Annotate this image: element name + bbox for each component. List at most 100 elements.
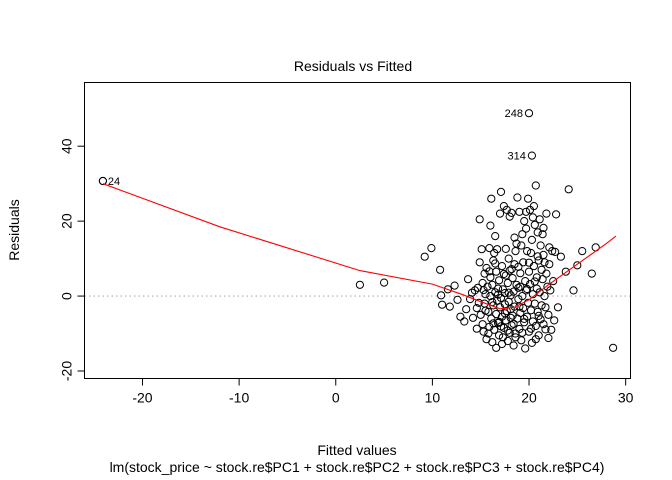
data-point bbox=[480, 269, 489, 278]
data-point bbox=[479, 286, 488, 295]
data-point bbox=[437, 291, 446, 300]
data-point bbox=[494, 290, 503, 299]
data-point bbox=[549, 277, 558, 286]
y-axis: -20 0 20 40 bbox=[59, 138, 85, 381]
data-point bbox=[420, 252, 429, 261]
data-point bbox=[500, 309, 509, 318]
data-point bbox=[519, 304, 528, 313]
data-point bbox=[517, 241, 526, 250]
data-point bbox=[531, 181, 540, 190]
x-tick-label: -20 bbox=[132, 390, 152, 406]
data-point bbox=[541, 303, 550, 312]
point-label: 24 bbox=[108, 176, 120, 188]
data-point bbox=[531, 335, 540, 344]
data-point bbox=[460, 317, 469, 326]
data-point bbox=[508, 274, 517, 283]
data-point bbox=[496, 322, 506, 331]
data-point bbox=[497, 339, 507, 349]
data-point bbox=[569, 286, 578, 295]
data-point bbox=[524, 194, 533, 203]
data-point bbox=[542, 269, 551, 278]
data-point bbox=[516, 308, 525, 317]
data-point bbox=[520, 314, 529, 323]
y-tick-label: 20 bbox=[59, 213, 75, 229]
data-point bbox=[501, 271, 510, 280]
data-point bbox=[504, 254, 513, 263]
data-point bbox=[541, 325, 550, 334]
point-label: 314 bbox=[508, 151, 526, 163]
data-point bbox=[502, 307, 511, 316]
data-point bbox=[464, 275, 473, 284]
y-tick-label: 0 bbox=[59, 292, 75, 300]
data-point bbox=[472, 304, 481, 313]
data-point bbox=[492, 267, 501, 276]
x-tick-label: 30 bbox=[618, 390, 634, 406]
y-tick-label: -20 bbox=[59, 361, 75, 381]
data-point bbox=[544, 333, 553, 343]
data-point bbox=[538, 275, 547, 284]
data-point bbox=[503, 326, 512, 335]
data-point bbox=[475, 215, 484, 224]
data-point bbox=[445, 302, 454, 311]
data-point bbox=[497, 262, 507, 271]
data-point bbox=[526, 248, 536, 258]
data-point bbox=[490, 325, 499, 334]
data-point bbox=[510, 302, 519, 311]
data-point bbox=[488, 338, 497, 347]
data-point bbox=[524, 109, 534, 118]
data-point bbox=[475, 258, 484, 267]
x-tick-label: 10 bbox=[425, 390, 441, 406]
smooth-line bbox=[102, 183, 617, 310]
data-point bbox=[553, 303, 563, 312]
data-point bbox=[427, 244, 436, 253]
data-point bbox=[492, 343, 501, 352]
data-point bbox=[505, 212, 514, 221]
y-axis-title: Residuals bbox=[6, 199, 22, 260]
data-point bbox=[495, 331, 504, 340]
data-point bbox=[509, 341, 518, 350]
data-point bbox=[355, 280, 364, 289]
data-point bbox=[538, 230, 547, 239]
data-point bbox=[525, 280, 535, 289]
data-point bbox=[551, 247, 560, 256]
data-point bbox=[453, 295, 462, 304]
data-point bbox=[533, 228, 542, 237]
data-point bbox=[534, 256, 543, 265]
data-point bbox=[501, 244, 510, 253]
data-point bbox=[486, 221, 495, 230]
data-point bbox=[523, 284, 532, 294]
data-point bbox=[489, 319, 498, 328]
x-axis-subtitle: lm(stock_price ~ stock.re$PC1 + stock.re… bbox=[110, 459, 605, 475]
data-point bbox=[561, 267, 570, 276]
y-tick-label: 40 bbox=[59, 138, 75, 154]
data-point bbox=[511, 247, 520, 256]
point-label: 248 bbox=[505, 108, 523, 120]
data-point bbox=[513, 193, 522, 202]
data-point bbox=[436, 265, 445, 274]
data-point bbox=[487, 194, 496, 203]
data-point bbox=[505, 328, 514, 337]
data-point bbox=[536, 241, 545, 250]
data-point bbox=[535, 215, 544, 224]
data-point bbox=[491, 259, 500, 268]
data-point bbox=[534, 311, 543, 320]
data-point bbox=[481, 290, 490, 299]
chart-title: Residuals vs Fitted bbox=[294, 58, 412, 74]
data-point bbox=[531, 321, 540, 331]
data-point bbox=[522, 224, 531, 233]
data-point bbox=[545, 260, 554, 269]
data-point bbox=[532, 273, 541, 282]
data-point bbox=[488, 280, 497, 289]
data-point bbox=[473, 283, 482, 292]
data-point bbox=[499, 269, 508, 279]
data-point bbox=[564, 185, 573, 194]
data-point bbox=[540, 258, 549, 267]
data-point bbox=[530, 220, 539, 229]
data-point bbox=[528, 213, 538, 222]
data-point bbox=[529, 202, 539, 211]
data-point bbox=[524, 267, 534, 276]
data-point bbox=[544, 310, 553, 319]
data-point bbox=[518, 230, 527, 239]
data-point bbox=[533, 307, 542, 316]
